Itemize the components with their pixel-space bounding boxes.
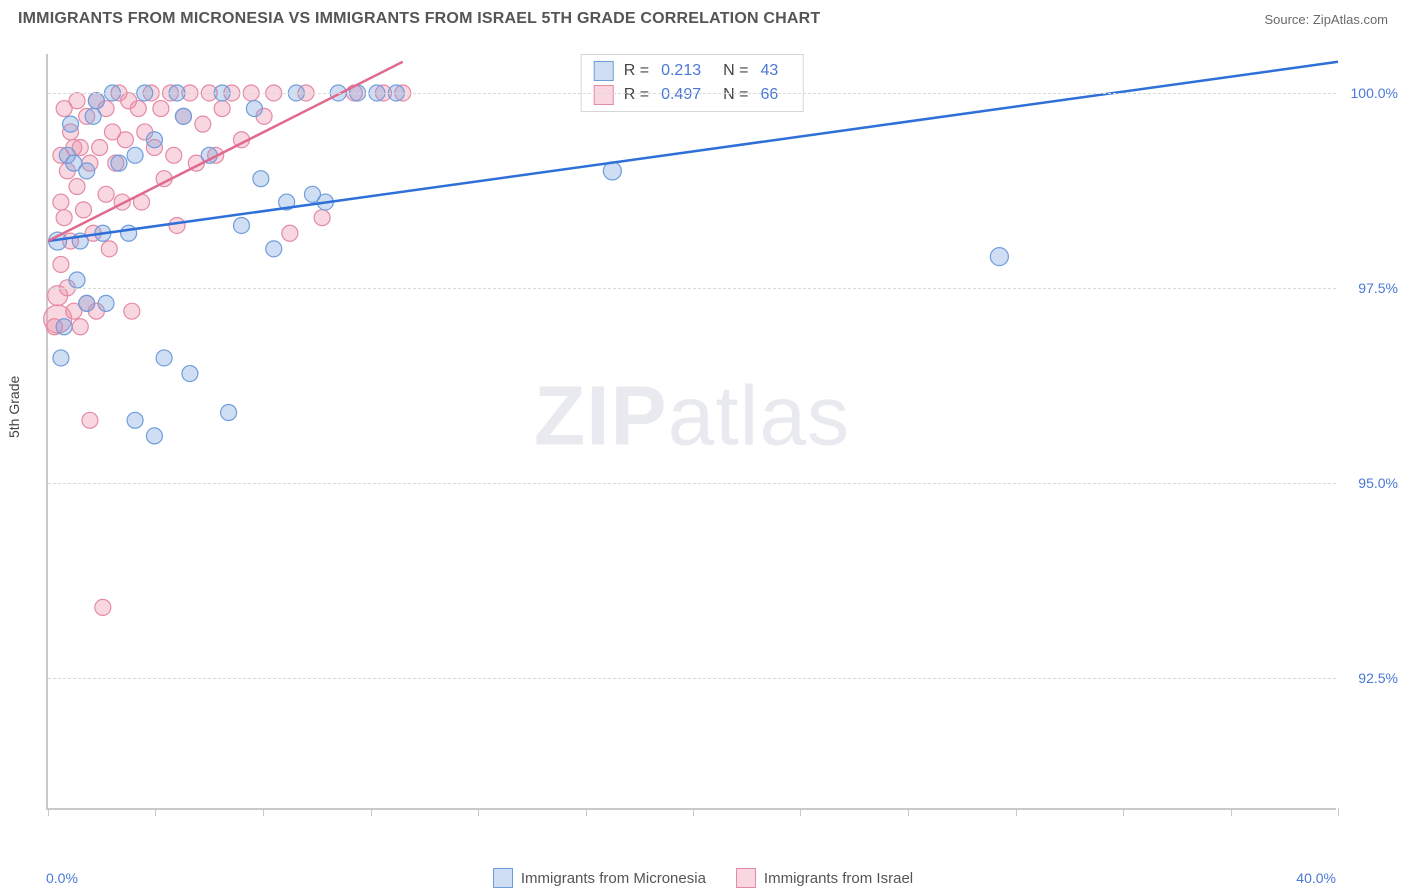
n-value-israel: 66 <box>760 86 778 104</box>
data-point-micronesia <box>56 319 72 335</box>
data-point-israel <box>314 210 330 226</box>
x-tick <box>693 808 694 816</box>
data-point-israel <box>53 194 69 210</box>
data-point-israel <box>98 186 114 202</box>
data-point-israel <box>69 93 85 109</box>
data-point-micronesia <box>146 428 162 444</box>
data-point-israel <box>195 116 211 132</box>
plot-area: ZIPatlas R =0.213N =43R =0.497N =66 92.5… <box>46 54 1336 810</box>
data-point-israel <box>166 147 182 163</box>
data-point-micronesia <box>266 241 282 257</box>
data-point-israel <box>75 202 91 218</box>
r-label: R = <box>624 86 649 104</box>
legend-item-israel: Immigrants from Israel <box>736 868 913 888</box>
data-point-micronesia <box>990 248 1008 266</box>
x-axis-min-label: 0.0% <box>46 870 78 886</box>
data-point-micronesia <box>79 295 95 311</box>
data-point-micronesia <box>88 93 104 109</box>
data-point-israel <box>101 241 117 257</box>
data-point-israel <box>153 101 169 117</box>
x-tick <box>48 808 49 816</box>
n-label: N = <box>723 62 748 80</box>
plot-svg <box>48 54 1336 808</box>
data-point-israel <box>56 210 72 226</box>
legend-items: Immigrants from Micronesia Immigrants fro… <box>493 868 913 888</box>
data-point-micronesia <box>175 108 191 124</box>
data-point-micronesia <box>69 272 85 288</box>
y-axis-label: 5th Grade <box>6 376 22 438</box>
data-point-israel <box>214 101 230 117</box>
chart-title: IMMIGRANTS FROM MICRONESIA VS IMMIGRANTS… <box>18 10 820 28</box>
data-point-micronesia <box>127 147 143 163</box>
data-point-israel <box>95 599 111 615</box>
legend-label-israel: Immigrants from Israel <box>764 870 913 887</box>
data-point-micronesia <box>79 163 95 179</box>
data-point-micronesia <box>63 116 79 132</box>
swatch-micronesia <box>594 61 614 81</box>
chart-header: IMMIGRANTS FROM MICRONESIA VS IMMIGRANTS… <box>0 0 1406 34</box>
legend-swatch-micronesia <box>493 868 513 888</box>
r-label: R = <box>624 62 649 80</box>
chart-area: 5th Grade ZIPatlas R =0.213N =43R =0.497… <box>0 48 1406 838</box>
data-point-micronesia <box>146 132 162 148</box>
x-tick <box>1231 808 1232 816</box>
x-tick <box>478 808 479 816</box>
data-point-micronesia <box>111 155 127 171</box>
bottom-legend: 0.0% Immigrants from MicronesiaImmigrant… <box>0 868 1406 888</box>
r-value-micronesia: 0.213 <box>661 62 701 80</box>
data-point-micronesia <box>253 171 269 187</box>
data-point-israel <box>92 140 108 156</box>
data-point-micronesia <box>156 350 172 366</box>
stats-row-micronesia: R = 0.213 N = 43 <box>594 59 791 83</box>
gridline-h <box>48 288 1336 289</box>
data-point-micronesia <box>182 366 198 382</box>
data-point-israel <box>282 225 298 241</box>
data-point-micronesia <box>234 217 250 233</box>
data-point-israel <box>169 217 185 233</box>
y-tick-label: 100.0% <box>1351 85 1398 101</box>
data-point-micronesia <box>98 295 114 311</box>
x-tick <box>586 808 587 816</box>
swatch-israel <box>594 85 614 105</box>
x-tick <box>1123 808 1124 816</box>
x-tick <box>1016 808 1017 816</box>
y-tick-label: 92.5% <box>1358 670 1398 686</box>
data-point-israel <box>53 256 69 272</box>
x-tick <box>155 808 156 816</box>
legend-swatch-israel <box>736 868 756 888</box>
n-label: N = <box>723 86 748 104</box>
gridline-h <box>48 678 1336 679</box>
data-point-israel <box>124 303 140 319</box>
data-point-micronesia <box>246 101 262 117</box>
data-point-israel <box>117 132 133 148</box>
x-tick <box>1338 808 1339 816</box>
y-tick-label: 97.5% <box>1358 280 1398 296</box>
data-point-micronesia <box>85 108 101 124</box>
gridline-h <box>48 93 1336 94</box>
data-point-micronesia <box>53 350 69 366</box>
x-tick <box>371 808 372 816</box>
legend-item-micronesia: Immigrants from Micronesia <box>493 868 706 888</box>
data-point-micronesia <box>121 225 137 241</box>
data-point-israel <box>82 412 98 428</box>
data-point-micronesia <box>221 405 237 421</box>
stats-box: R = 0.213 N = 43 R = 0.497 N = 66 <box>581 54 804 112</box>
x-tick <box>800 808 801 816</box>
data-point-israel <box>130 101 146 117</box>
data-point-micronesia <box>127 412 143 428</box>
gridline-h <box>48 483 1336 484</box>
legend-label-micronesia: Immigrants from Micronesia <box>521 870 706 887</box>
chart-source: Source: ZipAtlas.com <box>1264 12 1388 27</box>
stats-row-israel: R = 0.497 N = 66 <box>594 83 791 107</box>
n-value-micronesia: 43 <box>760 62 778 80</box>
r-value-israel: 0.497 <box>661 86 701 104</box>
data-point-israel <box>69 178 85 194</box>
x-tick <box>908 808 909 816</box>
x-tick <box>263 808 264 816</box>
x-axis-max-label: 40.0% <box>1296 870 1336 886</box>
y-tick-label: 95.0% <box>1358 475 1398 491</box>
data-point-israel <box>72 319 88 335</box>
